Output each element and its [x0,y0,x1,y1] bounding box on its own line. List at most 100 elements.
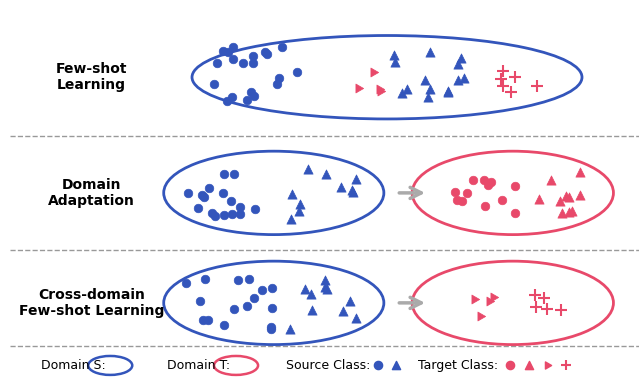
Point [496,76,506,82]
Point [306,291,316,297]
Ellipse shape [412,151,614,235]
Point [200,276,210,282]
Point [444,89,454,95]
Point [219,171,229,177]
Point [219,212,229,218]
Point [534,196,544,202]
Point [229,172,239,178]
Point [268,305,278,311]
Point [460,75,470,81]
Text: Few-shot
Learning: Few-shot Learning [56,62,127,92]
Point [351,176,361,182]
Point [479,203,490,209]
Point [292,68,302,74]
Point [267,285,277,291]
Point [295,201,305,207]
Point [204,185,214,191]
Point [207,210,217,216]
Point [542,363,552,369]
Text: Target Class:: Target Class: [419,359,499,372]
Point [260,49,270,55]
Point [510,183,520,189]
Point [497,197,507,203]
Point [486,179,496,185]
Point [241,97,252,103]
Point [391,363,401,369]
Point [561,193,572,199]
Point [244,275,254,282]
Point [475,313,485,319]
Point [237,60,248,66]
Point [506,89,516,96]
Ellipse shape [412,261,614,345]
Point [556,307,566,313]
Point [322,286,332,293]
Point [351,315,361,321]
Point [420,77,430,83]
Point [226,198,236,204]
Point [273,75,284,81]
Point [195,298,205,304]
Ellipse shape [192,36,582,119]
Point [307,306,317,312]
Point [236,204,246,210]
Point [198,194,209,200]
Point [390,59,400,65]
Point [531,304,541,310]
Point [257,287,267,293]
Point [372,363,383,369]
Point [335,184,346,190]
Point [285,326,295,332]
Point [423,94,433,100]
Point [228,306,239,312]
Point [402,86,412,92]
Point [451,197,461,203]
Text: Domain
Adaptation: Domain Adaptation [48,178,135,208]
Point [218,48,228,54]
Point [233,277,243,283]
Point [227,94,237,100]
Point [456,198,467,204]
Point [303,166,313,172]
Point [541,306,552,312]
Point [509,209,520,215]
Point [453,61,463,67]
Point [210,213,220,219]
Point [557,210,567,216]
Point [222,98,232,104]
Point [242,303,252,309]
Point [248,53,259,59]
Point [266,324,276,330]
Point [450,189,460,195]
Point [249,295,259,301]
Point [564,194,575,200]
Point [219,322,229,329]
Point [344,298,355,304]
Point [277,44,287,50]
Text: Source Class:: Source Class: [286,359,371,372]
Point [425,86,435,92]
Point [262,51,272,57]
Point [321,171,332,177]
Point [285,216,296,222]
Point [469,296,479,303]
Point [228,56,238,62]
Point [564,209,575,215]
Point [235,211,245,217]
Text: Domain T:: Domain T: [167,359,230,372]
Point [197,191,207,197]
Point [348,189,358,195]
Ellipse shape [214,356,258,375]
Ellipse shape [88,356,132,375]
Point [524,363,534,369]
Point [575,168,585,175]
Point [375,88,385,94]
Point [468,177,478,183]
Point [497,83,508,89]
Point [320,277,330,283]
Point [531,83,541,89]
Point [266,326,276,332]
Point [509,74,520,80]
Point [452,77,463,83]
Point [223,49,233,55]
